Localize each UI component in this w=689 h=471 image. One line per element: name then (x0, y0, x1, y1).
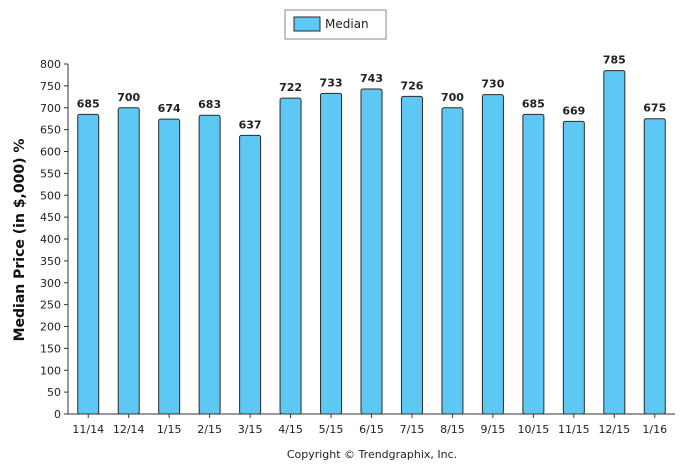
bar (643, 118, 666, 415)
y-tick-label: 350 (40, 255, 61, 268)
data-label: 675 (643, 102, 666, 115)
data-label: 700 (117, 91, 140, 104)
y-tick-label: 750 (40, 80, 61, 93)
data-label: 683 (198, 98, 221, 111)
x-tick-label: 8/15 (440, 423, 465, 436)
y-tick-label: 50 (47, 386, 61, 399)
data-label: 743 (360, 72, 383, 85)
y-tick-label: 800 (40, 58, 61, 71)
x-tick-label: 3/15 (238, 423, 263, 436)
legend-label-median: Median (325, 17, 369, 31)
y-tick-label: 100 (40, 364, 61, 377)
x-tick-label: 1/15 (157, 423, 182, 436)
y-tick-label: 500 (40, 189, 61, 202)
bar (603, 70, 626, 415)
y-tick-label: 250 (40, 299, 61, 312)
bar (279, 97, 302, 415)
bars: 685 700 674 683 637 722 733 743 726 700 730 685 669 7… (77, 54, 666, 415)
y-tick-label: 400 (40, 233, 61, 246)
data-label: 785 (603, 54, 626, 67)
x-tick-label: 10/15 (518, 423, 550, 436)
data-label: 669 (562, 104, 585, 117)
data-label: 722 (279, 81, 302, 94)
y-tick-label: 0 (54, 408, 61, 421)
x-tick-label: 11/15 (558, 423, 590, 436)
y-tick-label: 150 (40, 342, 61, 355)
bar (158, 118, 181, 415)
bar (441, 107, 464, 415)
data-label: 674 (158, 102, 181, 115)
y-tick-label: 300 (40, 277, 61, 290)
legend-swatch-median (293, 16, 321, 32)
bar (77, 113, 100, 415)
data-label: 685 (77, 97, 100, 110)
data-label: 730 (481, 78, 504, 91)
y-tick-label: 600 (40, 146, 61, 159)
bar (320, 92, 343, 415)
copyright-text: Copyright © Trendgraphix, Inc. (287, 448, 457, 461)
x-tick-label: 4/15 (278, 423, 303, 436)
y-axis-ticks: 0 50 100 150 200 250 300 350 400 450 500 550 600 650 7… (40, 58, 68, 421)
x-tick-label: 12/14 (113, 423, 145, 436)
data-label: 637 (239, 118, 262, 131)
bar (481, 94, 504, 415)
x-tick-label: 1/16 (642, 423, 667, 436)
x-tick-label: 2/15 (197, 423, 222, 436)
y-tick-label: 550 (40, 167, 61, 180)
bar (198, 114, 221, 415)
bar (360, 88, 383, 415)
x-tick-label: 12/15 (598, 423, 630, 436)
y-axis-title: Median Price (in $,000) % (12, 139, 28, 342)
bar (522, 113, 545, 415)
x-tick-label: 5/15 (319, 423, 344, 436)
x-tick-label: 11/14 (72, 423, 104, 436)
x-tick-label: 9/15 (481, 423, 506, 436)
bar (400, 95, 423, 415)
x-tick-label: 7/15 (400, 423, 425, 436)
data-label: 733 (320, 76, 343, 89)
x-tick-label: 6/15 (359, 423, 384, 436)
bar (117, 107, 140, 415)
data-label: 700 (441, 91, 464, 104)
y-tick-label: 700 (40, 102, 61, 115)
y-tick-label: 450 (40, 211, 61, 224)
legend: Median (284, 9, 387, 40)
data-label: 726 (400, 79, 423, 92)
data-label: 685 (522, 97, 545, 110)
bar (562, 120, 585, 415)
x-axis-ticks: 11/14 12/14 1/15 2/15 3/15 4/15 5/15 6/15 7/15 8/… (72, 414, 667, 436)
y-tick-label: 200 (40, 321, 61, 334)
bar (239, 134, 262, 415)
y-tick-label: 650 (40, 124, 61, 137)
